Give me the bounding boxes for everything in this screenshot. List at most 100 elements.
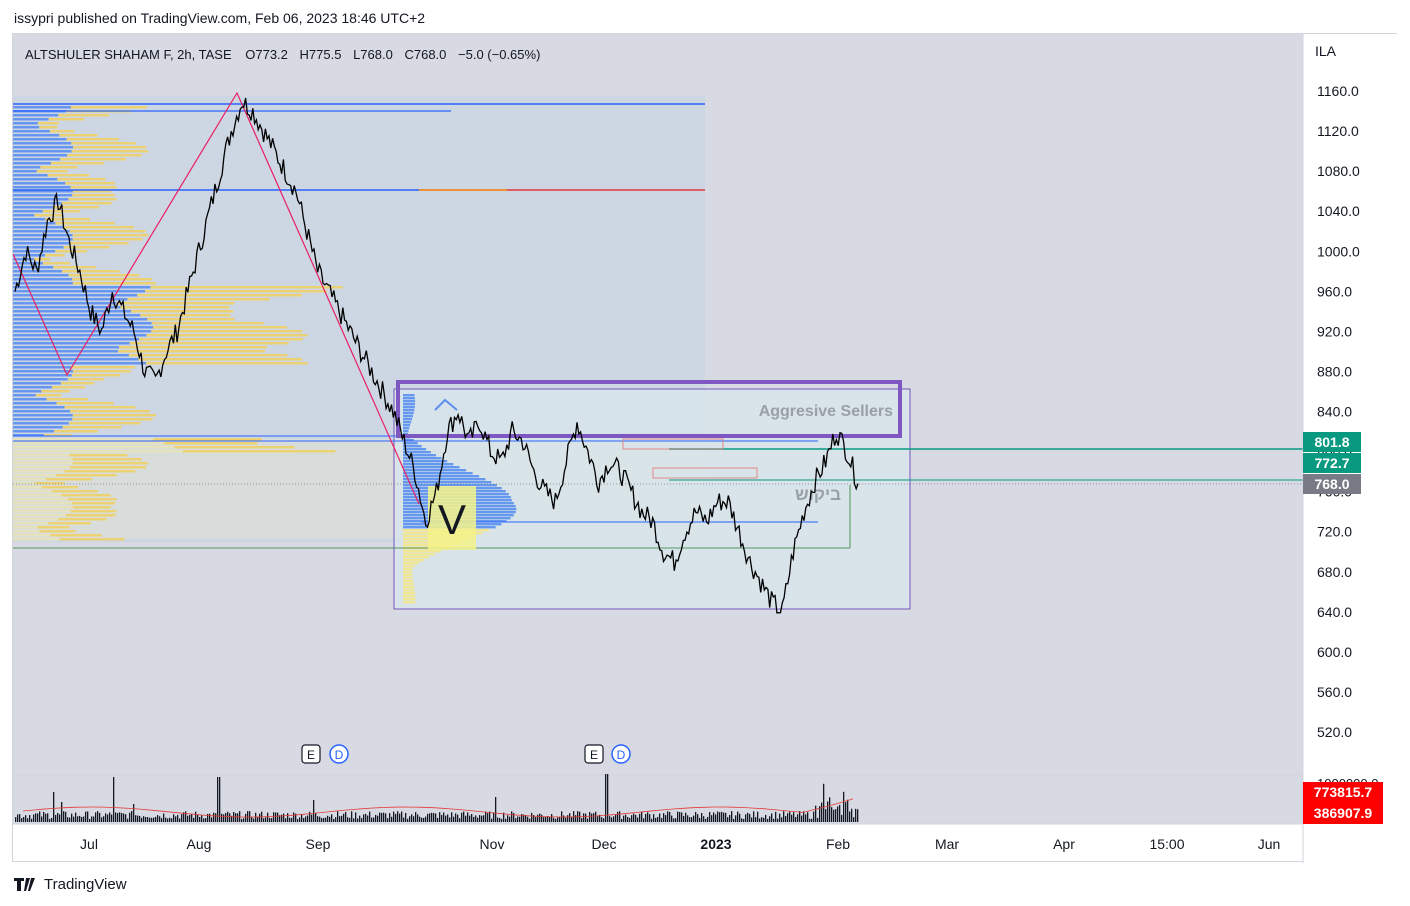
profile-bar-bear: [151, 322, 264, 325]
volume-bar: [449, 817, 451, 822]
demand-profile-bar: [403, 394, 415, 397]
volume-bar: [199, 817, 201, 822]
price-tick-label: 720.0: [1317, 524, 1352, 540]
volume-bar: [161, 818, 163, 822]
price-series-line[interactable]: [14, 97, 859, 614]
volume-bar: [719, 812, 721, 822]
volume-bar: [193, 817, 195, 822]
volume-bar: [439, 812, 441, 822]
volume-bar: [621, 818, 623, 822]
volume-bar: [331, 814, 333, 822]
volume-bar: [479, 815, 481, 822]
profile-bar-bull: [13, 426, 63, 429]
profile-bar-bear: [72, 282, 157, 285]
volume-bar: [703, 816, 705, 822]
volume-bar: [191, 813, 193, 822]
time-axis-ticks[interactable]: Jul Aug Sep Nov Dec 2023 Feb Mar Apr 15:00 Jun: [80, 836, 1280, 852]
volume-bar: [789, 811, 791, 822]
dividend-icon[interactable]: [611, 744, 631, 764]
profile-bar-bear: [145, 290, 328, 293]
volume-bar: [351, 811, 353, 822]
volume-bar: [605, 774, 607, 822]
volume-bar: [397, 811, 399, 822]
volume-bar: [211, 817, 213, 822]
demand-profile-bar: [403, 451, 431, 454]
demand-profile-bar: [403, 442, 418, 445]
profile-bar-bear: [50, 534, 102, 537]
volume-bar: [805, 814, 807, 822]
profile-bar-bull: [13, 366, 71, 369]
event-marker-group-2[interactable]: E D: [584, 744, 631, 764]
volume-bar: [15, 817, 17, 822]
volume-bar: [815, 805, 817, 822]
volume-bar: [285, 818, 287, 822]
volume-bar: [229, 813, 231, 822]
profile-bar-bear: [140, 314, 231, 317]
volume-bar: [269, 817, 271, 822]
volume-bar: [677, 811, 679, 822]
profile-bar-bear: [138, 358, 303, 361]
volume-bar: [647, 812, 649, 822]
volume-bar: [685, 812, 687, 822]
profile-bar-bull: [13, 326, 153, 329]
profile-bar-bear: [131, 310, 234, 313]
volume-bar: [803, 811, 805, 822]
volume-bars: [15, 774, 859, 822]
profile-bar-bull: [13, 146, 73, 149]
profile-bar-bull: [13, 278, 73, 281]
volume-bar: [125, 814, 127, 822]
volume-bar: [825, 809, 827, 822]
earnings-icon[interactable]: [301, 744, 321, 764]
demand-profile-bar: [403, 403, 416, 406]
footer-brand[interactable]: TradingView: [14, 876, 127, 893]
volume-bar: [857, 809, 859, 822]
volume-bar: [585, 813, 587, 822]
profile-bar-bear: [127, 298, 270, 301]
volume-bar: [625, 814, 627, 822]
profile-bar-bear: [37, 122, 59, 125]
profile-bar-bear: [128, 354, 288, 357]
profile-bar-bear: [43, 434, 73, 437]
volume-bar: [411, 814, 413, 822]
profile-bar-bear: [67, 498, 117, 501]
profile-bar-bull: [13, 394, 36, 397]
volume-bar: [569, 813, 571, 822]
profile-bar-bear: [56, 402, 114, 405]
volume-bar: [715, 814, 717, 822]
volume-bar: [179, 818, 181, 822]
volume-bar: [657, 816, 659, 822]
earnings-icon-label: E: [307, 748, 315, 762]
volume-bar: [115, 812, 117, 822]
volume-bar: [287, 813, 289, 822]
profile-bar-bull: [13, 402, 57, 405]
volume-bar: [415, 812, 417, 822]
profile-bar-bear: [68, 274, 140, 277]
volume-bar: [495, 797, 497, 822]
legend-row: ALTSHULER SHAHAM F, 2h, TASE O773.2 H775…: [25, 47, 540, 62]
red-rect-small: [652, 467, 758, 479]
demand-profile-bar: [403, 412, 414, 415]
volume-bar: [113, 777, 115, 822]
dividend-icon[interactable]: [329, 744, 349, 764]
volume-bar: [445, 815, 447, 822]
volume-bar: [141, 817, 143, 822]
volume-bar: [765, 814, 767, 822]
zigzag-line[interactable]: [12, 91, 420, 505]
dividend-icon-label: D: [617, 748, 626, 762]
chart-frame[interactable]: Aggresive Sellers ביקוש V E D E D ALTSHU…: [12, 33, 1398, 863]
volume-bar: [499, 818, 501, 822]
earnings-icon[interactable]: [584, 744, 604, 764]
profile-bar-bull: [13, 414, 73, 417]
profile-bar-bear: [70, 186, 117, 189]
volume-bar: [275, 812, 277, 822]
volume-bar: [549, 816, 551, 822]
demand-profile-bar: [403, 430, 409, 433]
profile-bar-bull: [13, 294, 138, 297]
volume-bar: [533, 815, 535, 822]
aggressive-sellers-box[interactable]: [396, 380, 902, 438]
price-chart-svg[interactable]: Aggresive Sellers ביקוש V E D E D ALTSHU…: [12, 34, 1398, 863]
volume-bar: [231, 815, 233, 822]
demand-label: ביקוש: [795, 485, 841, 504]
price-tick-label: 640.0: [1317, 604, 1352, 620]
event-marker-group-1[interactable]: E D: [301, 744, 349, 764]
